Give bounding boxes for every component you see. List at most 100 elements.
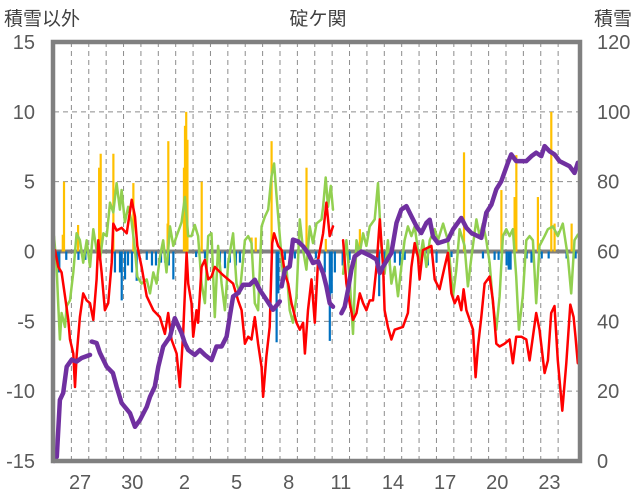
blue-bar bbox=[58, 251, 61, 273]
blue-bar bbox=[450, 251, 453, 258]
x-axis-tick-label: 11 bbox=[330, 472, 351, 494]
blue-bar bbox=[383, 251, 386, 266]
blue-bar bbox=[123, 251, 127, 280]
left-axis-tick-label: -15 bbox=[6, 451, 35, 473]
x-axis-tick-label: 20 bbox=[486, 472, 508, 494]
blue-bar bbox=[172, 251, 175, 280]
blue-bar bbox=[547, 251, 550, 259]
blue-bar bbox=[509, 251, 512, 270]
blue-bar bbox=[223, 251, 227, 269]
yellow-bar bbox=[99, 153, 102, 252]
yellow-bar bbox=[536, 197, 539, 252]
left-axis-tick-label: 0 bbox=[24, 242, 35, 264]
blue-bar bbox=[540, 251, 543, 259]
yellow-bar bbox=[515, 155, 518, 252]
blue-bar bbox=[574, 251, 577, 259]
blue-bar bbox=[120, 251, 123, 301]
yellow-bar bbox=[186, 139, 189, 252]
x-axis-tick-label: 27 bbox=[69, 472, 91, 494]
yellow-bar bbox=[462, 152, 466, 252]
blue-bar bbox=[167, 251, 170, 266]
blue-bar bbox=[435, 251, 438, 263]
blue-bar bbox=[403, 251, 406, 260]
x-axis-tick-label: 23 bbox=[538, 472, 560, 494]
x-axis-tick-label: 14 bbox=[382, 472, 404, 494]
yellow-bar bbox=[553, 223, 556, 252]
yellow-bar bbox=[305, 167, 308, 252]
right-axis-tick-label: 40 bbox=[597, 311, 619, 333]
right-axis-title: 積雪 bbox=[594, 8, 632, 30]
blue-bar bbox=[65, 251, 68, 260]
yellow-bar bbox=[98, 167, 101, 252]
blue-bar bbox=[505, 251, 508, 266]
yellow-bar bbox=[167, 141, 170, 252]
right-axis-tick-label: 80 bbox=[597, 172, 619, 194]
blue-bar bbox=[126, 251, 130, 266]
yellow-bar bbox=[270, 141, 273, 252]
yellow-bar bbox=[550, 111, 553, 252]
blue-bar bbox=[277, 251, 280, 294]
plot-border bbox=[50, 39, 583, 464]
blue-bar bbox=[293, 251, 296, 259]
yellow-bar bbox=[61, 234, 64, 252]
yellow-bar bbox=[185, 111, 188, 252]
blue-bar bbox=[275, 251, 278, 343]
right-axis-tick-label: 20 bbox=[597, 381, 619, 403]
blue-bar bbox=[323, 251, 326, 273]
x-axis-tick-label: 5 bbox=[231, 472, 242, 494]
right-axis-tick-label: 60 bbox=[597, 242, 619, 264]
yellow-bar bbox=[324, 238, 327, 252]
yellow-bar bbox=[132, 183, 135, 252]
chart-title: 碇ケ関 bbox=[289, 8, 346, 30]
series-lines bbox=[51, 143, 581, 464]
left-axis-title: 積雪以外 bbox=[4, 8, 80, 30]
snow-depth-series bbox=[51, 143, 581, 464]
blue-bar bbox=[150, 251, 154, 266]
yellow-bar bbox=[500, 190, 503, 252]
left-axis-tick-label: -10 bbox=[6, 381, 35, 403]
blue-bar bbox=[113, 251, 117, 273]
blue-bar bbox=[283, 251, 287, 260]
blue-bar bbox=[393, 251, 396, 263]
right-axis-tick-label: 0 bbox=[597, 451, 608, 473]
yellow-bar bbox=[358, 229, 361, 252]
yellow-bar bbox=[62, 181, 66, 252]
left-axis-tick-label: 10 bbox=[13, 102, 35, 124]
blue-bar bbox=[507, 251, 510, 270]
blue-bar bbox=[493, 251, 496, 260]
right-axis-tick-label: 120 bbox=[597, 32, 630, 54]
left-axis-tick-label: -5 bbox=[17, 311, 35, 333]
blue-bar bbox=[398, 251, 402, 266]
blue-bar bbox=[238, 251, 242, 263]
yellow-bar bbox=[513, 197, 516, 252]
blue-bar bbox=[203, 251, 207, 259]
plot-frame bbox=[50, 39, 583, 464]
blue-bar bbox=[314, 251, 318, 259]
blue-bar bbox=[341, 251, 344, 266]
yellow-bar bbox=[570, 223, 573, 252]
left-axis-tick-label: 5 bbox=[24, 172, 35, 194]
blue-bar bbox=[497, 251, 500, 260]
blue-bar bbox=[481, 251, 485, 259]
blue-bar bbox=[154, 251, 158, 266]
x-axis-tick-label: 8 bbox=[283, 472, 294, 494]
blue-bar bbox=[348, 251, 351, 260]
yellow-bar bbox=[254, 237, 257, 252]
left-axis-tick-label: 15 bbox=[13, 32, 35, 54]
x-axis-tick-label: 2 bbox=[179, 472, 190, 494]
x-axis-tick-label: 30 bbox=[121, 472, 143, 494]
yellow-bar bbox=[200, 181, 203, 252]
axes: 15 10 5 0 -5 -10 -15 120 100 80 60 40 20 0 27 30 2 5 8 11 14… bbox=[6, 32, 630, 494]
blue-bar bbox=[77, 251, 80, 260]
blue-bar bbox=[118, 251, 122, 273]
blue-bar bbox=[530, 251, 533, 263]
x-axis-tick-label: 17 bbox=[434, 472, 456, 494]
red-series bbox=[53, 198, 580, 412]
yellow-bar bbox=[183, 125, 187, 252]
blue-bar bbox=[330, 251, 333, 294]
blue-bar bbox=[333, 251, 336, 273]
blue-bar bbox=[195, 251, 198, 258]
right-axis-tick-label: 100 bbox=[597, 102, 630, 124]
blue-bar bbox=[130, 251, 134, 273]
